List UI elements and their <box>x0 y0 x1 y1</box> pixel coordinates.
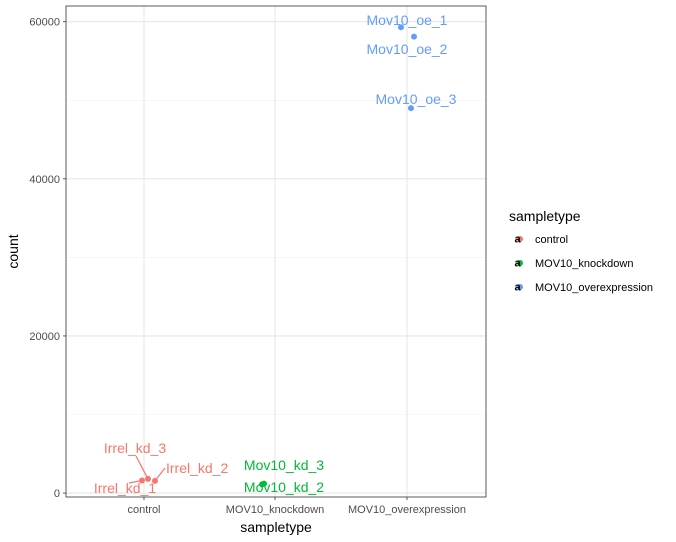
legend-key <box>517 260 523 266</box>
point-label: Mov10_kd_2 <box>244 479 324 495</box>
point-label: Irrel_kd_2 <box>166 460 228 476</box>
legend-label: MOV10_knockdown <box>535 258 633 270</box>
data-point <box>411 33 417 40</box>
data-point <box>145 475 151 482</box>
legend-key <box>517 284 523 290</box>
legend-label: MOV10_overexpression <box>535 282 653 294</box>
point-label: Mov10_oe_2 <box>367 41 448 57</box>
data-point <box>139 477 145 484</box>
x-axis-title: sampletype <box>240 519 312 535</box>
data-point <box>152 477 158 484</box>
point-label: Irrel_kd_1 <box>94 480 156 496</box>
legend-title: sampletype <box>509 208 581 224</box>
point-label: Mov10_oe_1 <box>367 12 448 28</box>
point-label: Mov10_kd_3 <box>244 457 324 473</box>
legend-key <box>517 236 523 242</box>
x-tick-label: MOV10_overexpression <box>348 504 466 516</box>
label-leader-line <box>135 455 149 480</box>
plot-panel-border <box>65 5 487 498</box>
point-label: Irrel_kd_3 <box>104 440 166 456</box>
data-point <box>261 480 267 487</box>
data-point <box>408 105 414 112</box>
y-tick-label: 40000 <box>29 174 60 186</box>
legend-key-glyph: a <box>515 282 522 294</box>
data-point <box>398 24 404 31</box>
y-tick-label: 20000 <box>29 331 60 343</box>
y-tick-label: 60000 <box>29 17 60 29</box>
legend-key-glyph: a <box>515 258 522 270</box>
x-tick-label: MOV10_knockdown <box>226 504 324 516</box>
y-tick-label: 0 <box>54 488 60 500</box>
legend-label: control <box>535 234 568 246</box>
x-tick-label: control <box>127 504 160 516</box>
legend-key-glyph: a <box>515 234 522 246</box>
y-axis-title: count <box>5 234 21 268</box>
point-label: Mov10_oe_3 <box>376 91 457 107</box>
